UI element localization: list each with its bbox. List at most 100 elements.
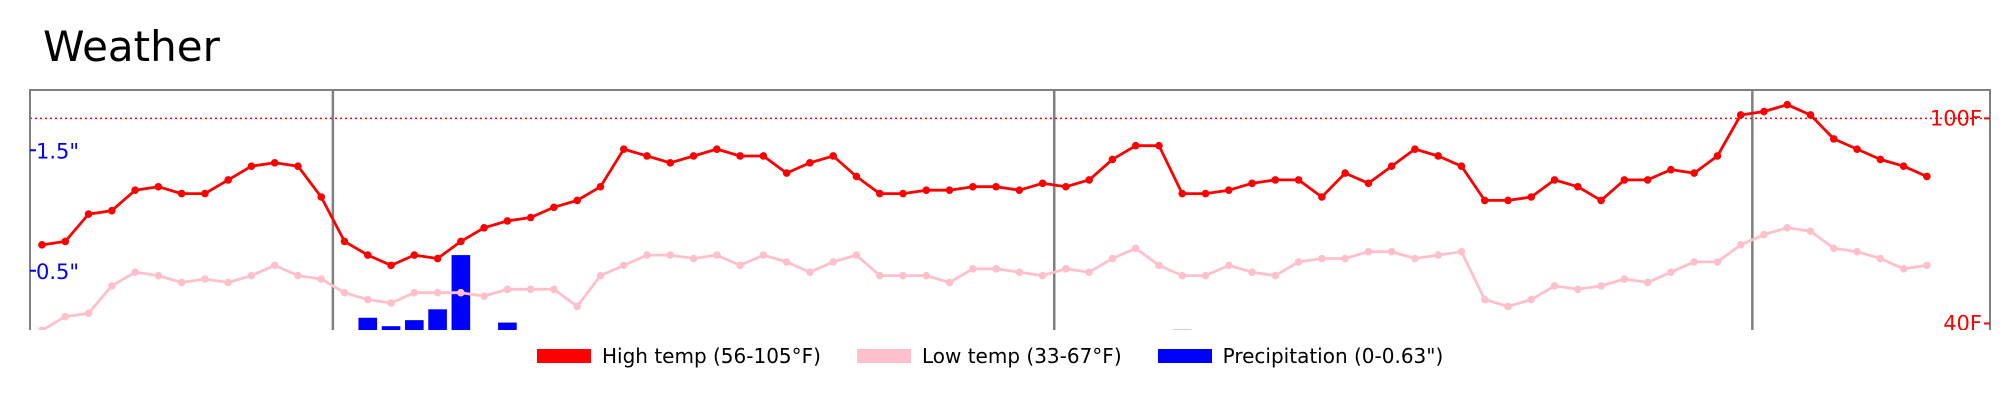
- high-temp-point: [387, 261, 395, 270]
- high-temp-point: [1550, 176, 1559, 184]
- high-temp-point: [689, 152, 698, 160]
- high-temp-point: [154, 182, 163, 191]
- high-temp-point: [131, 186, 139, 194]
- low-temp-point: [1550, 282, 1559, 290]
- low-temp-point: [526, 285, 535, 294]
- low-temp-point: [852, 251, 861, 259]
- high-temp-point: [1783, 100, 1792, 109]
- high-temp-point: [1736, 111, 1745, 119]
- low-temp-point: [619, 261, 628, 270]
- low-temp-point: [480, 292, 488, 300]
- high-temp-point: [1527, 193, 1536, 201]
- low-temp-point: [340, 288, 349, 297]
- low-temp-point: [247, 271, 256, 280]
- low-temp-point: [1178, 271, 1187, 280]
- high-temp-point: [61, 237, 70, 246]
- high-temp-point: [1015, 186, 1024, 194]
- low-temp-point: [1038, 271, 1047, 280]
- low-temp-point: [875, 271, 884, 280]
- high-temp-point: [899, 189, 907, 198]
- plot-frame: [29, 89, 1991, 330]
- low-temp-point: [363, 295, 372, 304]
- high-temp-point: [945, 186, 954, 194]
- high-temp-point: [108, 206, 116, 215]
- high-temp-point: [1480, 196, 1489, 205]
- low-temp-point: [689, 254, 698, 263]
- low-temp-point: [1434, 251, 1442, 259]
- high-temp-line: [41, 103, 1928, 267]
- low-temp-point: [1667, 268, 1675, 277]
- precip-bar: [381, 326, 401, 330]
- low-temp-point: [806, 268, 814, 277]
- low-temp-point: [945, 278, 954, 287]
- low-temp-point: [1224, 261, 1233, 270]
- low-temp-point: [992, 264, 1000, 273]
- low-temp-point: [317, 275, 326, 283]
- low-temp-point: [1783, 223, 1792, 232]
- high-temp-point: [1574, 182, 1582, 191]
- high-temp-point: [1643, 176, 1652, 184]
- precip-bar: [498, 322, 517, 330]
- legend-label-precip: Precipitation (0-0.63"): [1222, 344, 1444, 368]
- high-temp-point: [363, 251, 372, 259]
- low-temp-point: [759, 251, 768, 259]
- legend-item-precip: Precipitation (0-0.63"): [1157, 344, 1444, 368]
- low-temp-point: [1829, 244, 1838, 253]
- low-temp-point: [84, 309, 93, 318]
- high-temp-point: [1341, 169, 1349, 177]
- low-temp-point: [1923, 261, 1931, 270]
- low-temp-point: [1085, 268, 1093, 277]
- high-temp-point: [340, 237, 349, 246]
- low-temp-point: [201, 275, 209, 283]
- high-temp-point: [1760, 107, 1768, 116]
- high-temp-point: [992, 182, 1000, 191]
- low-temp-point: [1062, 264, 1070, 273]
- high-temp-point: [922, 186, 931, 194]
- high-temp-point: [1062, 182, 1070, 191]
- high-temp-point: [1504, 196, 1512, 205]
- high-temp-point: [1434, 152, 1442, 160]
- low-temp-point: [1876, 254, 1885, 263]
- high-temp-point: [201, 189, 209, 198]
- high-temp-point: [1038, 179, 1047, 188]
- high-temp-point: [1806, 111, 1815, 119]
- high-temp-point: [1923, 172, 1931, 181]
- low-temp-point: [294, 271, 302, 280]
- high-temp-point: [1271, 176, 1280, 184]
- high-temp-point: [410, 251, 419, 259]
- legend-swatch-precip: [1157, 349, 1212, 363]
- low-temp-point: [1643, 278, 1652, 287]
- low-temp-point: [224, 278, 232, 287]
- high-temp-point: [852, 172, 861, 181]
- low-temp-line: [41, 226, 1928, 330]
- low-temp-point: [1108, 254, 1117, 263]
- high-temp-point: [1131, 141, 1140, 150]
- low-temp-point: [1248, 268, 1256, 277]
- high-temp-point: [713, 145, 721, 153]
- high-temp-point: [1620, 176, 1629, 184]
- high-temp-point: [1667, 165, 1675, 174]
- low-temp-point: [596, 271, 605, 280]
- low-temp-point: [1201, 271, 1210, 280]
- low-temp-point: [1457, 247, 1466, 256]
- low-temp-point: [131, 268, 139, 277]
- legend-swatch-high: [537, 349, 591, 363]
- weather-chart: 40F 100F 0.5" 1.5": [29, 89, 1991, 330]
- legend-label-low: Low temp (33-67°F): [921, 344, 1122, 368]
- high-temp-point: [666, 159, 675, 167]
- low-temp-point: [922, 271, 931, 280]
- low-temp-point: [1597, 282, 1605, 290]
- high-temp-point: [1899, 162, 1908, 171]
- high-temp-point: [224, 176, 232, 184]
- low-temp-point: [1853, 247, 1861, 256]
- low-temp-point: [969, 264, 977, 273]
- low-temp-point: [270, 261, 279, 270]
- low-temp-point: [1690, 258, 1698, 266]
- low-temp-point: [433, 288, 442, 297]
- legend-swatch-low: [856, 349, 911, 363]
- low-temp-point: [457, 288, 465, 297]
- low-temp-point: [177, 278, 186, 287]
- low-temp-point: [61, 312, 70, 321]
- low-temp-point: [1620, 275, 1629, 283]
- low-temp-point: [829, 258, 837, 266]
